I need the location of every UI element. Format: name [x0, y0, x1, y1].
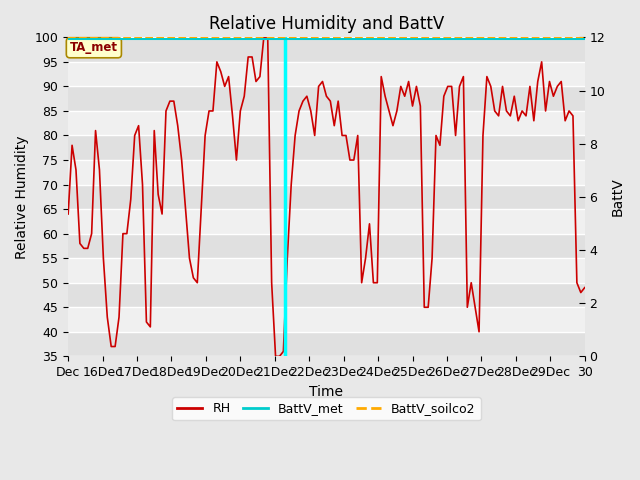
Bar	[68, 37, 585, 62]
Text: TA_met: TA_met	[70, 41, 118, 54]
Bar	[68, 209, 585, 234]
Bar	[68, 111, 585, 135]
Bar	[68, 234, 585, 258]
Bar	[68, 62, 585, 86]
Bar	[68, 307, 585, 332]
Y-axis label: BattV: BattV	[611, 178, 625, 216]
Bar	[68, 283, 585, 307]
Y-axis label: Relative Humidity: Relative Humidity	[15, 135, 29, 259]
Bar	[68, 258, 585, 283]
Bar	[68, 160, 585, 185]
X-axis label: Time: Time	[309, 384, 344, 398]
Bar	[68, 135, 585, 160]
Legend: RH, BattV_met, BattV_soilco2: RH, BattV_met, BattV_soilco2	[172, 397, 481, 420]
Bar	[68, 86, 585, 111]
Bar	[68, 185, 585, 209]
Title: Relative Humidity and BattV: Relative Humidity and BattV	[209, 15, 444, 33]
Bar	[68, 332, 585, 356]
